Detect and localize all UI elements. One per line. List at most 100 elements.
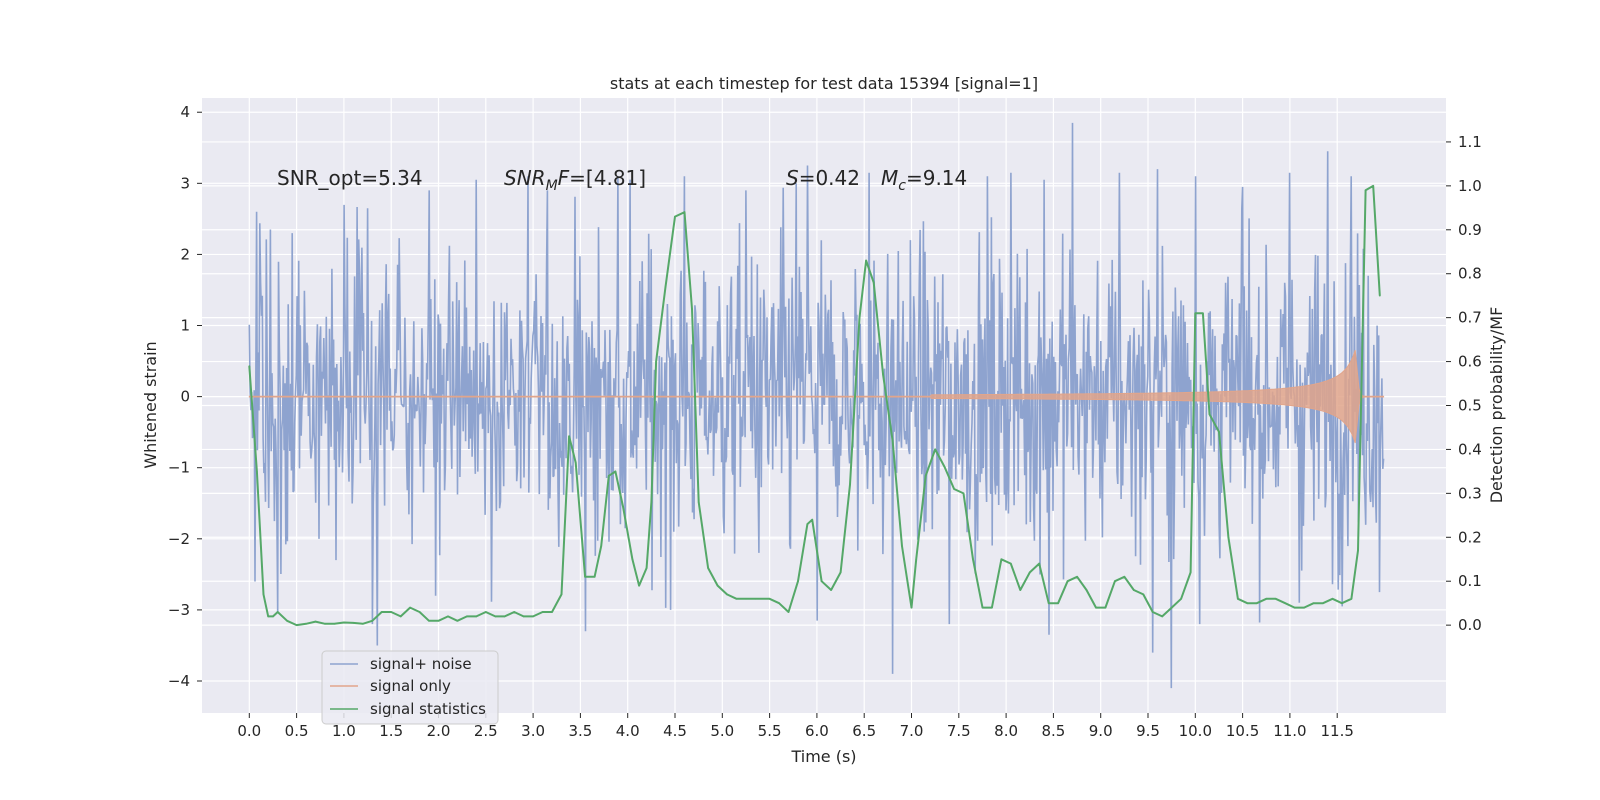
statistics-point [1194, 312, 1197, 315]
y-tick-label: −4 [168, 672, 190, 690]
statistics-point [655, 360, 657, 363]
statistics-point [1095, 606, 1097, 609]
statistics-point [286, 620, 288, 622]
x-tick-label: 8.0 [994, 722, 1018, 740]
y-axis-label: Whitened strain [141, 341, 160, 468]
statistics-point [399, 615, 402, 618]
statistics-point [380, 611, 383, 613]
statistics-point [574, 461, 577, 464]
statistics-point [513, 611, 515, 613]
statistics-point [1227, 536, 1230, 539]
annotation-s: S=0.42 [786, 166, 860, 190]
statistics-point [1019, 589, 1022, 591]
x-tick-label: 8.5 [1041, 722, 1065, 740]
x-tick-label: 3.5 [568, 722, 592, 740]
statistics-point [541, 611, 544, 613]
statistics-point [943, 466, 946, 468]
statistics-point [1218, 431, 1220, 433]
statistics-point [560, 593, 563, 596]
statistics-point [1123, 576, 1126, 578]
annotation-mc: Mc=9.14 [881, 166, 967, 194]
noise-trace [248, 122, 1385, 689]
statistics-point [256, 470, 258, 473]
statistics-point [418, 611, 421, 613]
y2-tick-label: 1.1 [1458, 133, 1482, 151]
x-tick-label: 7.5 [947, 722, 971, 740]
statistics-point [456, 620, 459, 622]
statistics-point [622, 505, 624, 508]
annotation-snr-mf-rest: F [558, 166, 570, 190]
statistics-point [934, 448, 936, 451]
x-tick-label: 6.5 [852, 722, 876, 740]
statistics-point [371, 620, 374, 622]
statistics-point [503, 615, 506, 618]
statistics-point [1076, 576, 1078, 578]
statistics-point [631, 558, 634, 561]
statistics-point [1104, 606, 1107, 609]
x-tick-label: 7.0 [900, 722, 924, 740]
y-tick-label: −3 [168, 601, 190, 619]
statistics-point [1066, 580, 1069, 582]
statistics-point [1274, 598, 1277, 600]
annotation-snr-mf: SNRMF=[4.81] [504, 166, 646, 194]
statistics-point [953, 488, 955, 490]
statistics-point [584, 576, 586, 578]
statistics-point [324, 623, 326, 625]
y2-tick-label: 1.0 [1458, 177, 1482, 195]
y2-axis-ticks: 1.1 1.0 0.9 0.8 0.7 0.6 0.5 0.4 0.3 0.2 0.1 0.0 [1446, 133, 1482, 634]
series-signal-only [248, 350, 1385, 444]
statistics-point [839, 571, 842, 574]
annotation-s-symbol: S [786, 166, 799, 190]
statistics-point [437, 620, 440, 622]
statistics-point [1010, 562, 1012, 565]
annotation-snr-mf-symbol: SNR [504, 166, 546, 190]
x-tick-label: 4.5 [663, 722, 687, 740]
series-signal-plus-noise [248, 122, 1385, 689]
statistics-point [409, 606, 411, 609]
chart-title: stats at each timestep for test data 153… [610, 74, 1038, 93]
statistics-point [1341, 602, 1343, 604]
signal-chirp [248, 350, 1385, 444]
statistics-point [1293, 606, 1296, 609]
statistics-point [248, 365, 251, 367]
legend-label-signal-only: signal only [370, 677, 451, 695]
statistics-point [716, 584, 719, 587]
statistics-point [1312, 602, 1315, 604]
statistics-point [1133, 589, 1135, 591]
y2-tick-label: 0.0 [1458, 616, 1482, 634]
x-tick-label: 4.0 [616, 722, 640, 740]
annotation-mc-value: =9.14 [906, 166, 967, 190]
statistics-point [1246, 602, 1249, 604]
annotation-mc-subscript: c [898, 178, 906, 194]
x-tick-label: 9.0 [1089, 722, 1113, 740]
y-tick-label: 2 [180, 245, 190, 263]
x-tick-label: 11.0 [1273, 722, 1306, 740]
statistics-point [1372, 185, 1374, 187]
statistics-point [1038, 562, 1040, 565]
statistics-point [726, 593, 728, 596]
statistics-point [1151, 611, 1154, 613]
statistics-point [811, 518, 813, 521]
statistics-point [352, 622, 355, 624]
statistics-point [1189, 571, 1192, 574]
y-tick-label: −2 [168, 530, 190, 548]
series-signal-statistics [248, 184, 1381, 627]
statistics-point [645, 567, 648, 569]
statistics-point [1350, 598, 1353, 600]
legend-label-signal-statistics: signal statistics [370, 700, 486, 718]
x-tick-label: 1.5 [379, 722, 403, 740]
statistics-point [664, 286, 667, 288]
y-tick-label: 0 [180, 388, 190, 406]
statistics-point [1161, 615, 1163, 618]
statistics-point [1303, 606, 1305, 609]
statistics-point [858, 316, 861, 319]
statistics-point [882, 374, 884, 376]
statistics-point [1237, 598, 1239, 600]
statistics-point [683, 211, 686, 213]
statistics-point [1180, 598, 1182, 600]
statistics-point [674, 215, 676, 218]
x-tick-label: 2.0 [427, 722, 451, 740]
statistics-point [428, 620, 430, 622]
statistics-point [608, 475, 610, 477]
statistics-point [901, 545, 903, 547]
